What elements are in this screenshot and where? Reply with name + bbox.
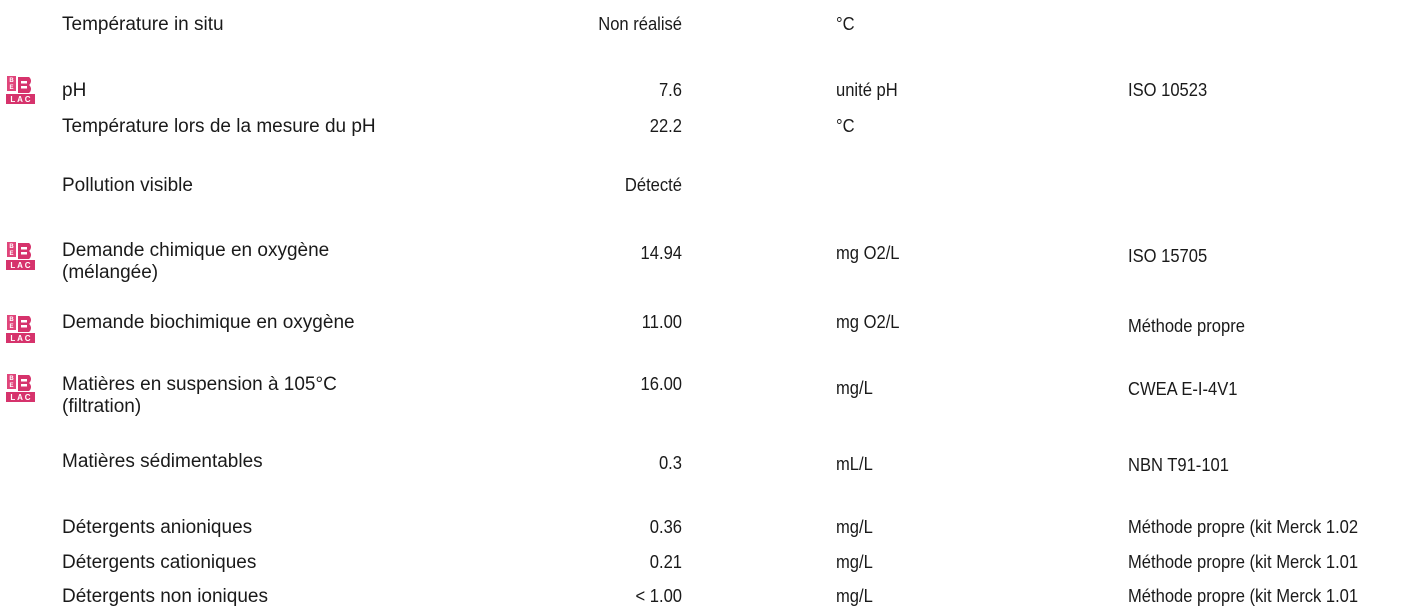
parameter-label: Détergents anioniques xyxy=(62,517,253,538)
result-value: 16.00 xyxy=(640,374,682,394)
parameter-label: pH xyxy=(62,80,87,101)
svg-text:L A C: L A C xyxy=(10,334,30,343)
method-label: Méthode propre (kit Merck 1.01 xyxy=(1128,586,1359,606)
result-value: 14.94 xyxy=(640,243,682,263)
svg-text:L A C: L A C xyxy=(10,95,30,104)
result-value: 0.21 xyxy=(649,552,682,572)
result-value: Non réalisé xyxy=(598,14,682,34)
unit-label: mg/L xyxy=(836,517,873,537)
result-value: 22.2 xyxy=(649,116,682,136)
svg-text:B: B xyxy=(9,244,14,250)
parameter-label: Demande chimique en oxygène xyxy=(62,240,330,261)
unit-label: mg/L xyxy=(836,586,873,606)
result-value: 0.36 xyxy=(649,517,682,537)
method-label: NBN T91-101 xyxy=(1128,455,1229,475)
parameter-label: Demande biochimique en oxygène xyxy=(62,312,355,333)
method-label: ISO 10523 xyxy=(1128,80,1208,100)
parameter-label: Température lors de la mesure du pH xyxy=(62,116,376,137)
unit-label: °C xyxy=(836,14,855,34)
result-value: 0.3 xyxy=(658,453,682,473)
belac-accreditation-icon: L A C B E xyxy=(6,75,35,104)
belac-accreditation-icon: L A C B E xyxy=(6,241,35,270)
unit-label: mL/L xyxy=(836,454,873,474)
parameter-label: Matières sédimentables xyxy=(62,451,263,472)
parameter-label: Pollution visible xyxy=(62,175,193,196)
parameter-label: Détergents non ioniques xyxy=(62,586,268,607)
method-label: Méthode propre xyxy=(1128,316,1245,336)
method-label: Méthode propre (kit Merck 1.01 xyxy=(1128,552,1359,572)
svg-text:L A C: L A C xyxy=(10,393,30,402)
svg-text:L A C: L A C xyxy=(10,261,30,270)
parameter-label: Détergents cationiques xyxy=(62,552,257,573)
result-value: 7.6 xyxy=(658,80,682,100)
unit-label: unité pH xyxy=(836,80,898,100)
method-label: Méthode propre (kit Merck 1.02 xyxy=(1128,517,1359,537)
unit-label: mg/L xyxy=(836,378,873,398)
method-label: ISO 15705 xyxy=(1128,246,1208,266)
belac-accreditation-icon: L A C B E xyxy=(6,314,35,343)
parameter-label: Matières en suspension à 105°C xyxy=(62,374,337,395)
svg-text:B: B xyxy=(9,317,14,323)
svg-text:E: E xyxy=(9,251,13,257)
result-value: < 1.00 xyxy=(635,586,682,606)
svg-text:E: E xyxy=(9,324,13,330)
parameter-label-continued: (mélangée) xyxy=(62,262,159,283)
unit-label: mg/L xyxy=(836,552,873,572)
result-value: 11.00 xyxy=(641,312,682,332)
svg-text:B: B xyxy=(9,376,14,382)
parameter-label-continued: (filtration) xyxy=(62,396,142,417)
svg-text:B: B xyxy=(9,78,14,84)
unit-label: mg O2/L xyxy=(836,312,900,332)
svg-text:E: E xyxy=(9,85,13,91)
belac-accreditation-icon: L A C B E xyxy=(6,373,35,402)
svg-text:E: E xyxy=(9,383,13,389)
result-value: Détecté xyxy=(624,175,682,195)
unit-label: mg O2/L xyxy=(836,243,900,263)
unit-label: °C xyxy=(836,116,855,136)
parameter-label: Température in situ xyxy=(62,14,224,35)
method-label: CWEA E-I-4V1 xyxy=(1128,379,1238,399)
